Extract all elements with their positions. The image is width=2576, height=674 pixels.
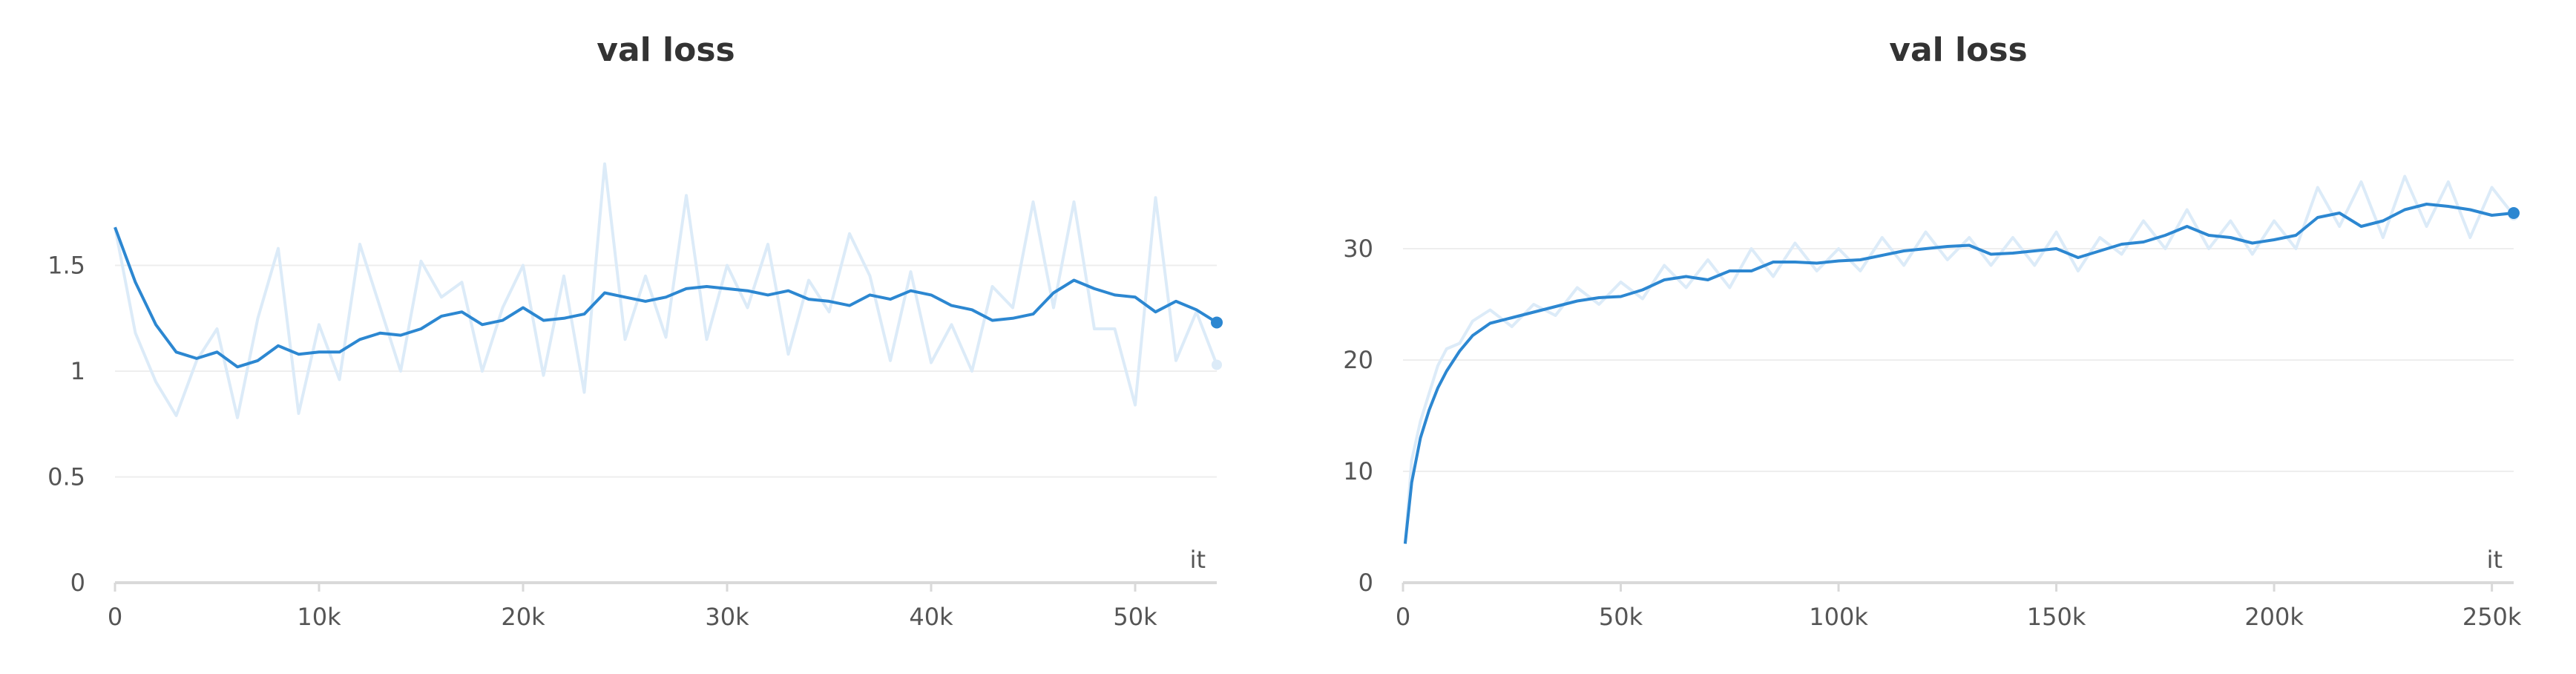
x-tick-label: 150k bbox=[2027, 603, 2086, 631]
y-tick-label: 10 bbox=[1343, 457, 1373, 485]
x-tick-label: 50k bbox=[1113, 603, 1157, 631]
x-tick-label: 10k bbox=[297, 603, 341, 631]
y-tick-label: 1 bbox=[70, 357, 85, 385]
x-axis-label: it bbox=[1190, 546, 1206, 574]
smoothed-series-endpoint bbox=[2508, 207, 2520, 219]
chart-title: val loss bbox=[1889, 31, 2027, 69]
smoothed-series-line bbox=[1405, 204, 2514, 544]
y-tick-label: 0 bbox=[1358, 569, 1373, 597]
x-tick-label: 100k bbox=[1809, 603, 1868, 631]
y-tick-label: 1.5 bbox=[47, 252, 85, 280]
val-loss-chart-left: val loss 0 0.5 1 1.5 0 10k 20k 30k 40k 50k it bbox=[0, 0, 1288, 674]
y-tick-label: 0 bbox=[70, 569, 85, 597]
x-tick-label: 250k bbox=[2462, 603, 2522, 631]
chart-title: val loss bbox=[597, 31, 735, 69]
raw-series-line bbox=[115, 164, 1217, 418]
x-tick-label: 40k bbox=[909, 603, 953, 631]
y-tick-label: 30 bbox=[1343, 235, 1373, 263]
x-tick-label: 30k bbox=[705, 603, 749, 631]
val-loss-chart-right: val loss 0 10 20 30 0 50k 100k 150k 200k 250k it bbox=[1288, 0, 2576, 674]
x-tick-label: 20k bbox=[501, 603, 545, 631]
x-axis-label: it bbox=[2487, 546, 2503, 574]
x-tick-label: 0 bbox=[108, 603, 122, 631]
y-tick-label: 0.5 bbox=[47, 463, 85, 491]
x-tick-label: 50k bbox=[1599, 603, 1643, 631]
x-tick-label: 0 bbox=[1396, 603, 1410, 631]
x-tick-label: 200k bbox=[2244, 603, 2304, 631]
raw-series-endpoint bbox=[1212, 359, 1222, 370]
smoothed-series-endpoint bbox=[1211, 316, 1223, 328]
y-tick-label: 20 bbox=[1343, 346, 1373, 374]
chart-panel-left: val loss 0 0.5 1 1.5 0 10k 20k 30k 40k 50k it bbox=[0, 0, 1288, 674]
chart-panel-right: val loss 0 10 20 30 0 50k 100k 150k 200k 250k it bbox=[1288, 0, 2576, 674]
